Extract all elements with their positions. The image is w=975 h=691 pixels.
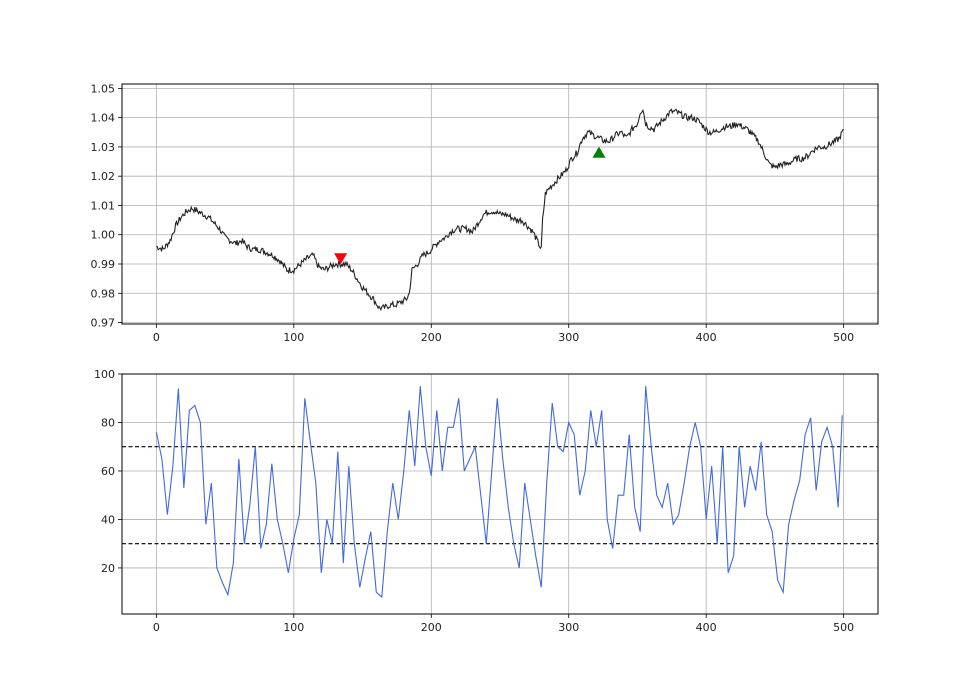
price-y-tick-label: 0.99	[91, 258, 116, 271]
price-y-tick-label: 1.04	[91, 112, 116, 125]
osc-y-tick-label: 80	[101, 416, 115, 429]
osc-x-tick-label: 500	[833, 621, 854, 634]
osc-y-tick-label: 60	[101, 465, 115, 478]
price-x-tick-label: 500	[833, 331, 854, 344]
price-y-tick-label: 1.01	[91, 199, 116, 212]
price-panel: 0 100 200 300 400 500 0.97 0.98 0.99 1.00 1.01 1.0…	[91, 82, 879, 344]
price-y-tick-label: 0.97	[91, 317, 116, 330]
oscillator-panel: 0 100 200 300 400 500 20 40 60 80 100	[94, 368, 879, 634]
osc-x-tick-label: 300	[558, 621, 579, 634]
oscillator-plot-area	[122, 374, 878, 614]
oscillator-threshold-lines	[122, 446, 878, 545]
osc-y-tick-label: 20	[101, 562, 115, 575]
osc-y-tick-label: 100	[94, 368, 115, 381]
price-x-tick-label: 400	[696, 331, 717, 344]
oscillator-line	[155, 386, 843, 599]
oscillator-series	[155, 386, 843, 599]
price-x-tick-label: 300	[558, 331, 579, 344]
price-series	[156, 108, 844, 311]
price-grid	[122, 84, 878, 324]
osc-x-tick-label: 200	[421, 621, 442, 634]
price-y-tick-label: 1.05	[91, 82, 116, 95]
oscillator-axes-frame	[121, 373, 879, 615]
price-axes-frame	[121, 83, 879, 325]
price-plot-area	[122, 84, 878, 324]
osc-x-tick-label: 100	[283, 621, 304, 634]
oscillator-x-ticks: 0 100 200 300 400 500	[153, 614, 854, 634]
price-y-tick-label: 1.00	[91, 229, 116, 242]
price-x-tick-label: 100	[283, 331, 304, 344]
price-y-ticks: 0.97 0.98 0.99 1.00 1.01 1.02 1.03 1.04 1.05	[91, 82, 122, 330]
price-y-tick-label: 0.98	[91, 287, 116, 300]
price-y-tick-label: 1.03	[91, 141, 116, 154]
osc-x-tick-label: 0	[153, 621, 160, 634]
sell-signal-marker	[334, 253, 348, 265]
price-x-tick-label: 0	[153, 331, 160, 344]
price-x-tick-label: 200	[421, 331, 442, 344]
price-x-ticks: 0 100 200 300 400 500	[153, 324, 854, 344]
oscillator-y-ticks: 20 40 60 80 100	[94, 368, 122, 575]
price-y-tick-label: 1.02	[91, 170, 116, 183]
buy-signal-marker	[592, 146, 606, 158]
price-line	[156, 108, 844, 311]
osc-x-tick-label: 400	[696, 621, 717, 634]
osc-y-tick-label: 40	[101, 513, 115, 526]
price-markers	[334, 146, 606, 265]
